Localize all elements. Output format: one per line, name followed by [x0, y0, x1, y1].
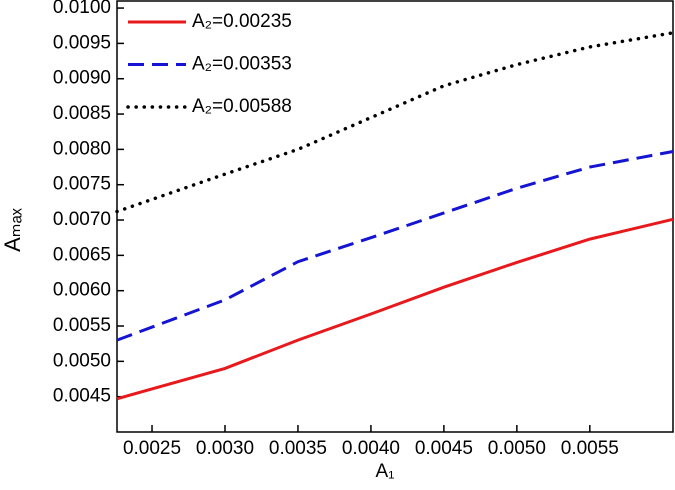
- data-line: [116, 150, 674, 342]
- y-tick-label: 0.0095: [53, 32, 111, 53]
- x-tick-label: 0.0035: [269, 438, 327, 459]
- x-tick-label: 0.0045: [415, 438, 473, 459]
- y-tick-label: 0.0100: [53, 0, 111, 18]
- x-tick-label: 0.0030: [196, 438, 254, 459]
- x-tick-label: 0.0050: [488, 438, 546, 459]
- data-line: [116, 217, 674, 401]
- y-tick-label: 0.0090: [53, 68, 111, 89]
- plot-frame: [116, 0, 674, 433]
- y-tick-label: 0.0075: [53, 174, 111, 195]
- y-tick-label: 0.0060: [53, 280, 111, 301]
- x-tick-label: 0.0025: [123, 438, 181, 459]
- y-tick-label: 0.0050: [53, 350, 111, 371]
- x-tick-label: 0.0055: [561, 438, 619, 459]
- y-tick-label: 0.0085: [53, 103, 111, 124]
- x-axis-label: A₁: [375, 461, 394, 482]
- legend-label: A₂=0.00235: [192, 11, 292, 32]
- legend-label: A₂=0.00588: [192, 96, 292, 117]
- y-tick-label: 0.0070: [53, 209, 111, 230]
- y-axis-label: Aₘₐₓ: [0, 207, 25, 252]
- y-tick-label: 0.0065: [53, 244, 111, 265]
- y-tick-label: 0.0080: [53, 138, 111, 159]
- x-tick-label: 0.0040: [342, 438, 400, 459]
- legend-label: A₂=0.00353: [192, 54, 292, 75]
- y-tick-label: 0.0045: [53, 386, 111, 407]
- y-tick-label: 0.0055: [53, 315, 111, 336]
